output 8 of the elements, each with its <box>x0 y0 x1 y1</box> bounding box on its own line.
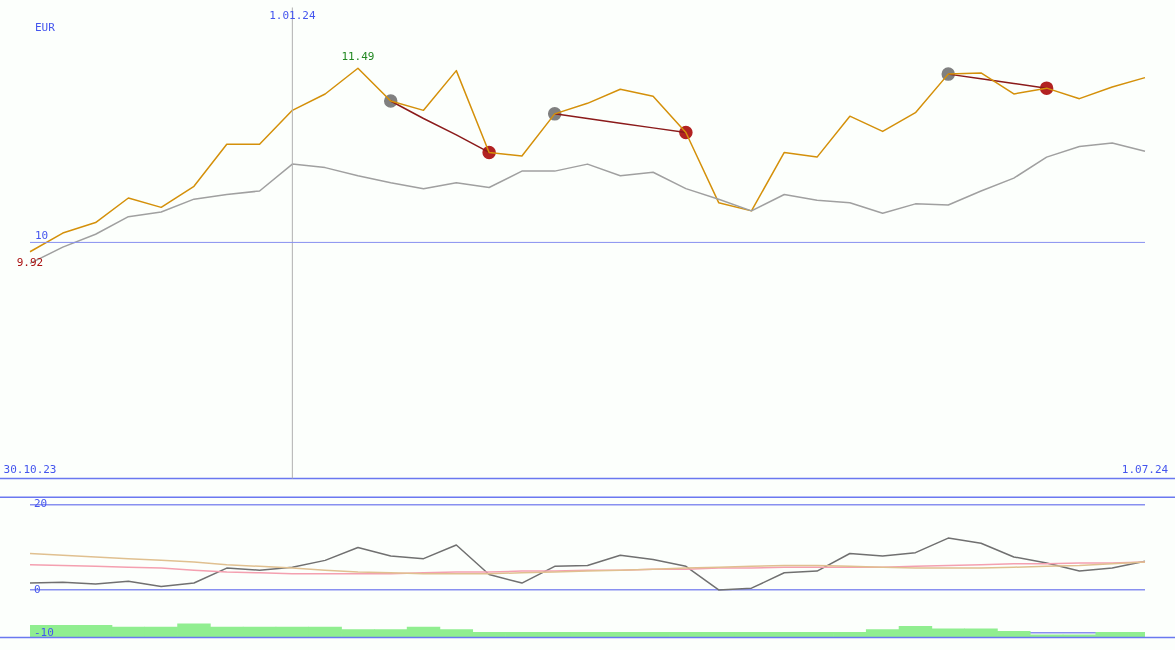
ref-line-label: 10 <box>35 228 49 242</box>
y-tick-label: -10 <box>34 625 54 639</box>
data-label: 9.92 <box>16 256 44 270</box>
data-label: 11.49 <box>341 49 375 63</box>
x-tick-label: 1.01.24 <box>269 8 316 22</box>
y-axis-title: EUR <box>35 20 56 34</box>
x-tick-label: 30.10.23 <box>3 462 57 476</box>
x-tick-label: 1.07.24 <box>1121 462 1169 476</box>
